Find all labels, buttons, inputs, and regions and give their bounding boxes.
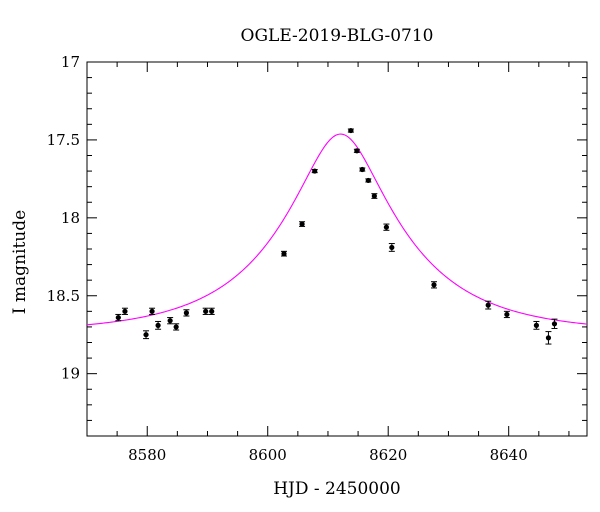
data-point [485, 300, 492, 310]
data-point [299, 221, 306, 227]
data-point [208, 307, 215, 315]
data-point [173, 323, 180, 331]
point-marker [545, 335, 552, 341]
point-marker [365, 177, 371, 184]
point-marker [551, 321, 558, 327]
axis-ticks [86, 61, 587, 437]
data-point [430, 281, 437, 289]
data-point [121, 307, 128, 315]
point-marker [312, 168, 318, 174]
data-point [347, 127, 354, 134]
point-marker [348, 127, 354, 134]
point-marker [209, 308, 215, 314]
point-marker [389, 244, 395, 251]
y-tick-label: 17 [61, 53, 80, 71]
plot-area [86, 61, 588, 437]
point-marker [155, 322, 161, 328]
point-marker [299, 221, 305, 227]
data-point [503, 310, 510, 319]
data-point [167, 317, 174, 325]
x-tick-label: 8640 [490, 446, 528, 464]
data-point [371, 193, 378, 199]
data-point [551, 318, 558, 329]
data-point [149, 307, 156, 315]
point-marker [143, 332, 149, 338]
point-marker [485, 302, 491, 308]
chart-title: OGLE-2019-BLG-0710 [241, 26, 434, 46]
x-axis-label: HJD - 2450000 [273, 479, 401, 499]
data-point [115, 313, 122, 322]
point-marker [431, 282, 437, 288]
point-marker [504, 311, 510, 318]
model-curve-layer [86, 133, 588, 326]
data-point [353, 148, 360, 154]
data-point [533, 320, 540, 330]
x-tick-label: 8580 [128, 446, 166, 464]
y-tick-label: 18 [61, 209, 80, 227]
data-points-layer [115, 127, 558, 345]
point-marker [533, 322, 539, 328]
data-point [383, 223, 390, 231]
point-marker [281, 251, 287, 257]
point-marker [354, 148, 360, 154]
x-tick-label: 8600 [249, 446, 287, 464]
x-tick-label: 8620 [369, 446, 407, 464]
data-point [545, 331, 552, 345]
point-marker [149, 308, 155, 314]
data-point [155, 320, 162, 330]
y-axis-label: I magnitude [10, 210, 30, 314]
y-tick-label: 18.5 [47, 287, 80, 305]
point-marker [122, 308, 128, 314]
data-point [388, 243, 395, 252]
point-marker [173, 324, 179, 330]
tick-labels: 8580 8600 8620 8640 17 17.5 18 18.5 19 [47, 53, 528, 464]
data-point [143, 330, 150, 340]
point-marker [167, 318, 173, 324]
point-marker [359, 166, 365, 173]
data-point [183, 309, 190, 317]
y-tick-label: 19 [61, 365, 80, 383]
data-point [311, 168, 318, 174]
point-marker [383, 224, 389, 230]
data-point [359, 166, 366, 173]
point-marker [203, 308, 209, 314]
plot-frame [86, 61, 588, 437]
point-marker [115, 314, 121, 321]
data-point [202, 307, 209, 315]
data-point [280, 250, 287, 257]
model-curve [86, 133, 588, 326]
point-marker [371, 193, 377, 199]
point-marker [183, 310, 189, 316]
data-point [365, 177, 372, 184]
y-tick-label: 17.5 [47, 131, 80, 149]
